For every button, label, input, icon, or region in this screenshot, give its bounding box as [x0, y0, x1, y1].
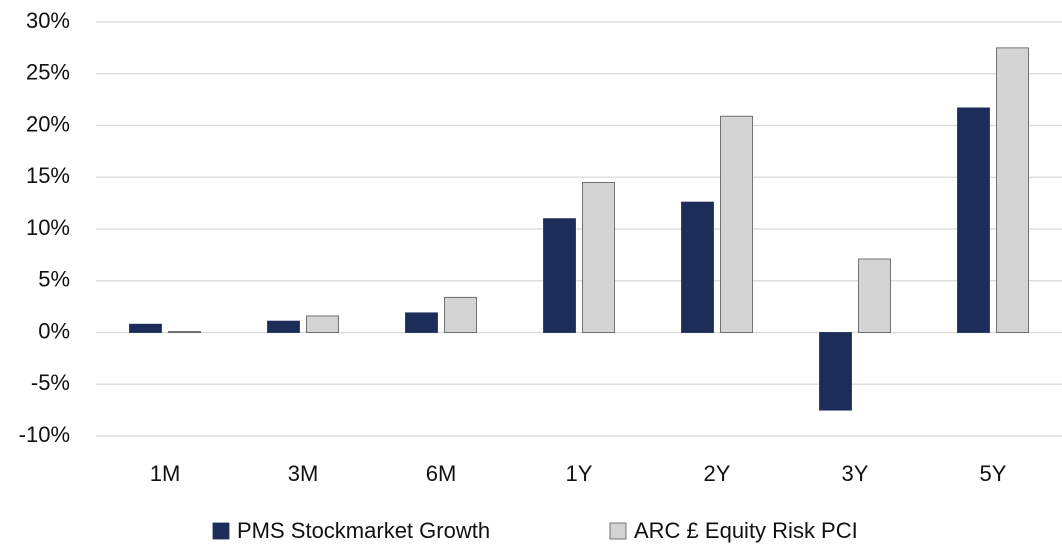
- bar: [444, 296, 477, 333]
- x-tick-label: 2Y: [704, 461, 731, 486]
- legend-label: PMS Stockmarket Growth: [237, 518, 490, 543]
- x-tick-label: 3Y: [842, 461, 869, 486]
- x-tick-label: 6M: [426, 461, 457, 486]
- y-tick-label: 15%: [26, 163, 70, 188]
- y-tick-label: 10%: [26, 215, 70, 240]
- y-tick-label: 20%: [26, 111, 70, 136]
- legend-swatch: [212, 522, 230, 540]
- x-tick-label: 3M: [288, 461, 319, 486]
- bar: [582, 182, 615, 333]
- bar: [996, 47, 1029, 333]
- bar: [267, 320, 300, 333]
- y-tick-label: 30%: [26, 8, 70, 33]
- y-tick-label: 0%: [38, 318, 70, 343]
- y-tick-label: 25%: [26, 60, 70, 85]
- y-tick-label: -5%: [31, 370, 70, 395]
- bar: [819, 332, 852, 411]
- y-tick-label: 5%: [38, 267, 70, 292]
- legend-label: ARC £ Equity Risk PCI: [634, 518, 858, 543]
- bar: [405, 312, 438, 333]
- x-tick-label: 1M: [150, 461, 181, 486]
- x-tick-label: 1Y: [566, 461, 593, 486]
- x-tick-label: 5Y: [980, 461, 1007, 486]
- bar: [957, 107, 990, 333]
- bar: [168, 331, 201, 333]
- bar: [858, 258, 891, 333]
- y-tick-label: -10%: [19, 422, 70, 447]
- bar: [681, 201, 714, 333]
- legend-swatch: [609, 522, 627, 540]
- bar: [306, 315, 339, 333]
- bar: [543, 218, 576, 333]
- bar: [129, 323, 162, 333]
- bar: [720, 115, 753, 333]
